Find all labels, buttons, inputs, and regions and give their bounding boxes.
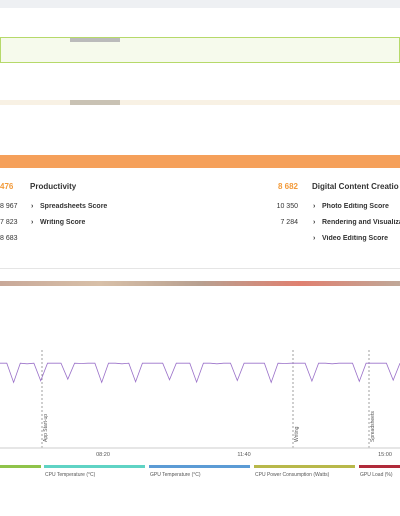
sub-score: 8 683 xyxy=(0,235,18,242)
heading: Productivity xyxy=(30,182,77,191)
chevron: › xyxy=(31,219,34,226)
annotation-label: App Start-up xyxy=(43,414,49,442)
chevron: › xyxy=(313,203,316,210)
legend-swatch xyxy=(0,465,41,468)
legend-swatch xyxy=(149,465,250,468)
legend-label: GPU Load (%) xyxy=(360,472,393,478)
orange-bar xyxy=(0,155,400,168)
banner-image xyxy=(70,38,120,42)
legend-label: CPU Temperature (°C) xyxy=(45,472,96,478)
sub-item: Photo Editing Score xyxy=(322,203,389,210)
top-bar xyxy=(0,0,400,8)
sub-item: Spreadsheets Score xyxy=(40,203,108,210)
sub-item: Video Editing Score xyxy=(322,235,388,242)
legend-swatch xyxy=(44,465,145,468)
score: 476 xyxy=(0,182,14,191)
chart: App Start-up Writing Spreadsheets 08:20 11:4… xyxy=(0,350,400,478)
chevron: › xyxy=(31,203,34,210)
sub-item: Rendering and Visualiza xyxy=(322,219,400,226)
x-tick-label: 08:20 xyxy=(96,452,110,458)
x-tick-label: 15:00 xyxy=(378,452,392,458)
x-tick-label: 11:40 xyxy=(237,452,250,458)
legend-label: CPU Power Consumption (Watts) xyxy=(255,472,330,478)
sub-score: 7 284 xyxy=(280,219,298,226)
score: 8 682 xyxy=(277,182,298,191)
legend-swatch xyxy=(359,465,400,468)
sub-score: 10 350 xyxy=(276,203,298,210)
chevron: › xyxy=(313,219,316,226)
sub-score: 8 967 xyxy=(0,203,18,210)
divider xyxy=(0,268,400,269)
image-strip xyxy=(0,281,400,286)
annotation-label: Writing xyxy=(294,426,300,442)
strip-image xyxy=(70,100,120,105)
legend-label: GPU Temperature (°C) xyxy=(150,472,201,478)
annotation-label: Spreadsheets xyxy=(370,411,376,442)
series-line xyxy=(0,362,400,384)
strip xyxy=(0,100,400,105)
legend-swatch xyxy=(254,465,355,468)
sub-item: Writing Score xyxy=(40,219,86,226)
banner xyxy=(0,37,400,63)
chevron: › xyxy=(313,235,316,242)
sub-score: 7 823 xyxy=(0,219,18,226)
heading: Digital Content Creatio xyxy=(312,182,399,191)
